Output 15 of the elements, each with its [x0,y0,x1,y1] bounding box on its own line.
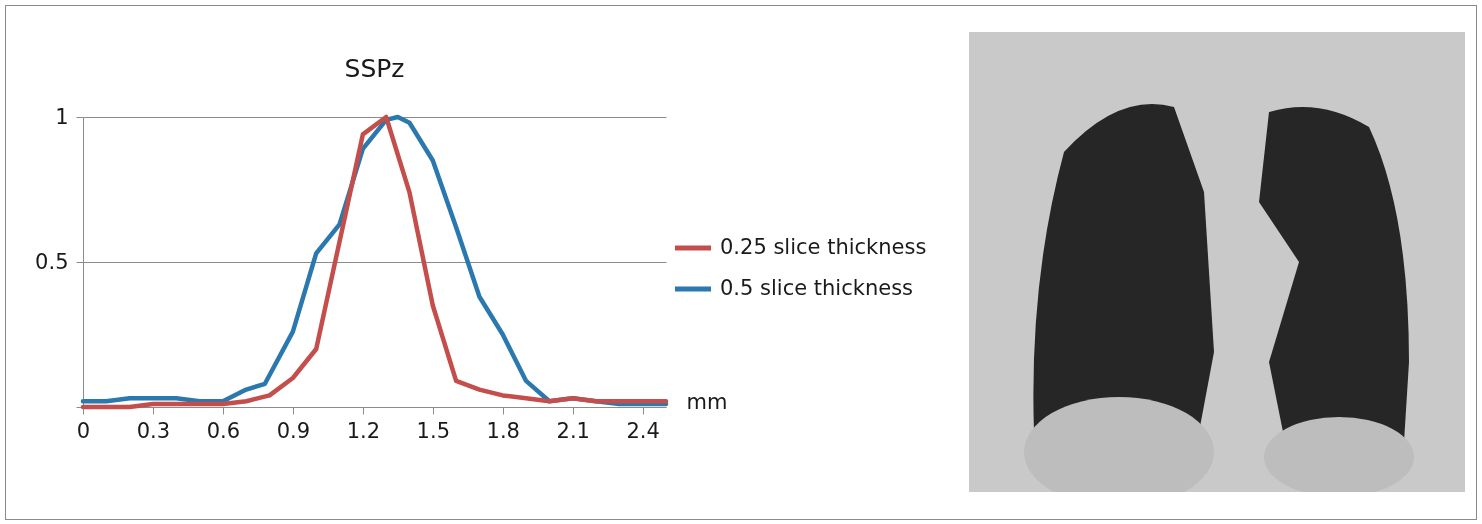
x-axis-title: mm [686,389,728,414]
x-tick-label: 1.8 [486,418,520,443]
x-tick-label: 0.9 [276,418,311,443]
chart-title: SSPz [344,54,405,83]
x-tick-label: 1.5 [416,418,450,443]
legend-label: 0.25 slice thickness [720,235,927,259]
y-tick-label: 1 [55,104,69,129]
x-tick-label: 0.3 [136,418,171,443]
x-tick-label: 2.1 [556,418,590,443]
x-tick-label: 1.2 [346,418,381,443]
x-tick-label: 0.6 [206,418,241,443]
x-tick-label: 2.4 [626,418,660,443]
legend-label: 0.5 slice thickness [720,276,914,300]
x-tick-label: 0 [76,418,91,443]
y-tick-label: 0.5 [35,249,69,274]
